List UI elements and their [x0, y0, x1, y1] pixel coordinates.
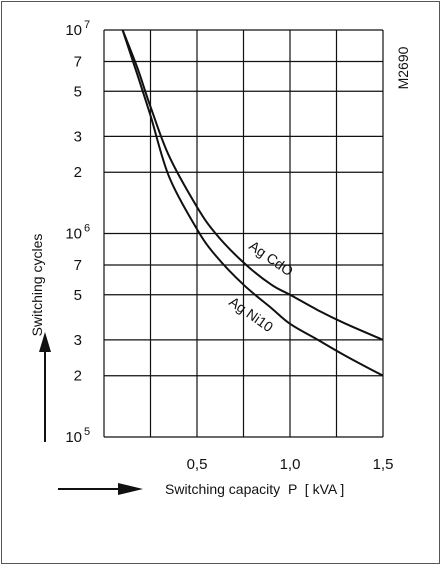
y-tick-exponent: 7	[84, 19, 90, 31]
x-arrow-head	[118, 483, 143, 495]
y-axis-label: Switching cycles	[29, 234, 45, 337]
y-axis-arrow	[39, 332, 51, 442]
series-line-1	[121, 29, 384, 377]
x-axis-label: Switching capacity P [ kVA ]	[165, 481, 344, 497]
grid-layer	[103, 29, 384, 438]
x-tick-label: 1,0	[280, 456, 301, 473]
y-tick-label: 3	[74, 332, 82, 349]
y-tick-label: 10	[65, 226, 82, 243]
y-tick-exponent: 6	[84, 223, 90, 235]
y-tick-label: 3	[74, 128, 82, 145]
curve-layer	[121, 29, 384, 377]
y-arrow-head	[39, 332, 51, 352]
x-tick-label: 0,5	[187, 456, 208, 473]
series-label-ag-ni10: Ag Ni10	[226, 293, 276, 335]
y-tick-label: 5	[74, 287, 82, 304]
x-tick-label: 1,5	[373, 456, 394, 473]
y-tick-label: 7	[74, 54, 82, 71]
y-tick-label: 10	[65, 429, 82, 446]
figure-code: M2690	[395, 46, 411, 89]
x-axis-arrow	[58, 483, 143, 495]
y-tick-label: 7	[74, 257, 82, 274]
y-tick-label: 5	[74, 83, 82, 100]
y-tick-label: 10	[65, 22, 82, 39]
series-label-ag-cdo: Ag CdO	[246, 237, 296, 279]
y-tick-label: 2	[74, 164, 82, 181]
y-tick-exponent: 5	[84, 426, 90, 438]
series-line-0	[121, 29, 384, 341]
y-tick-label: 2	[74, 368, 82, 385]
